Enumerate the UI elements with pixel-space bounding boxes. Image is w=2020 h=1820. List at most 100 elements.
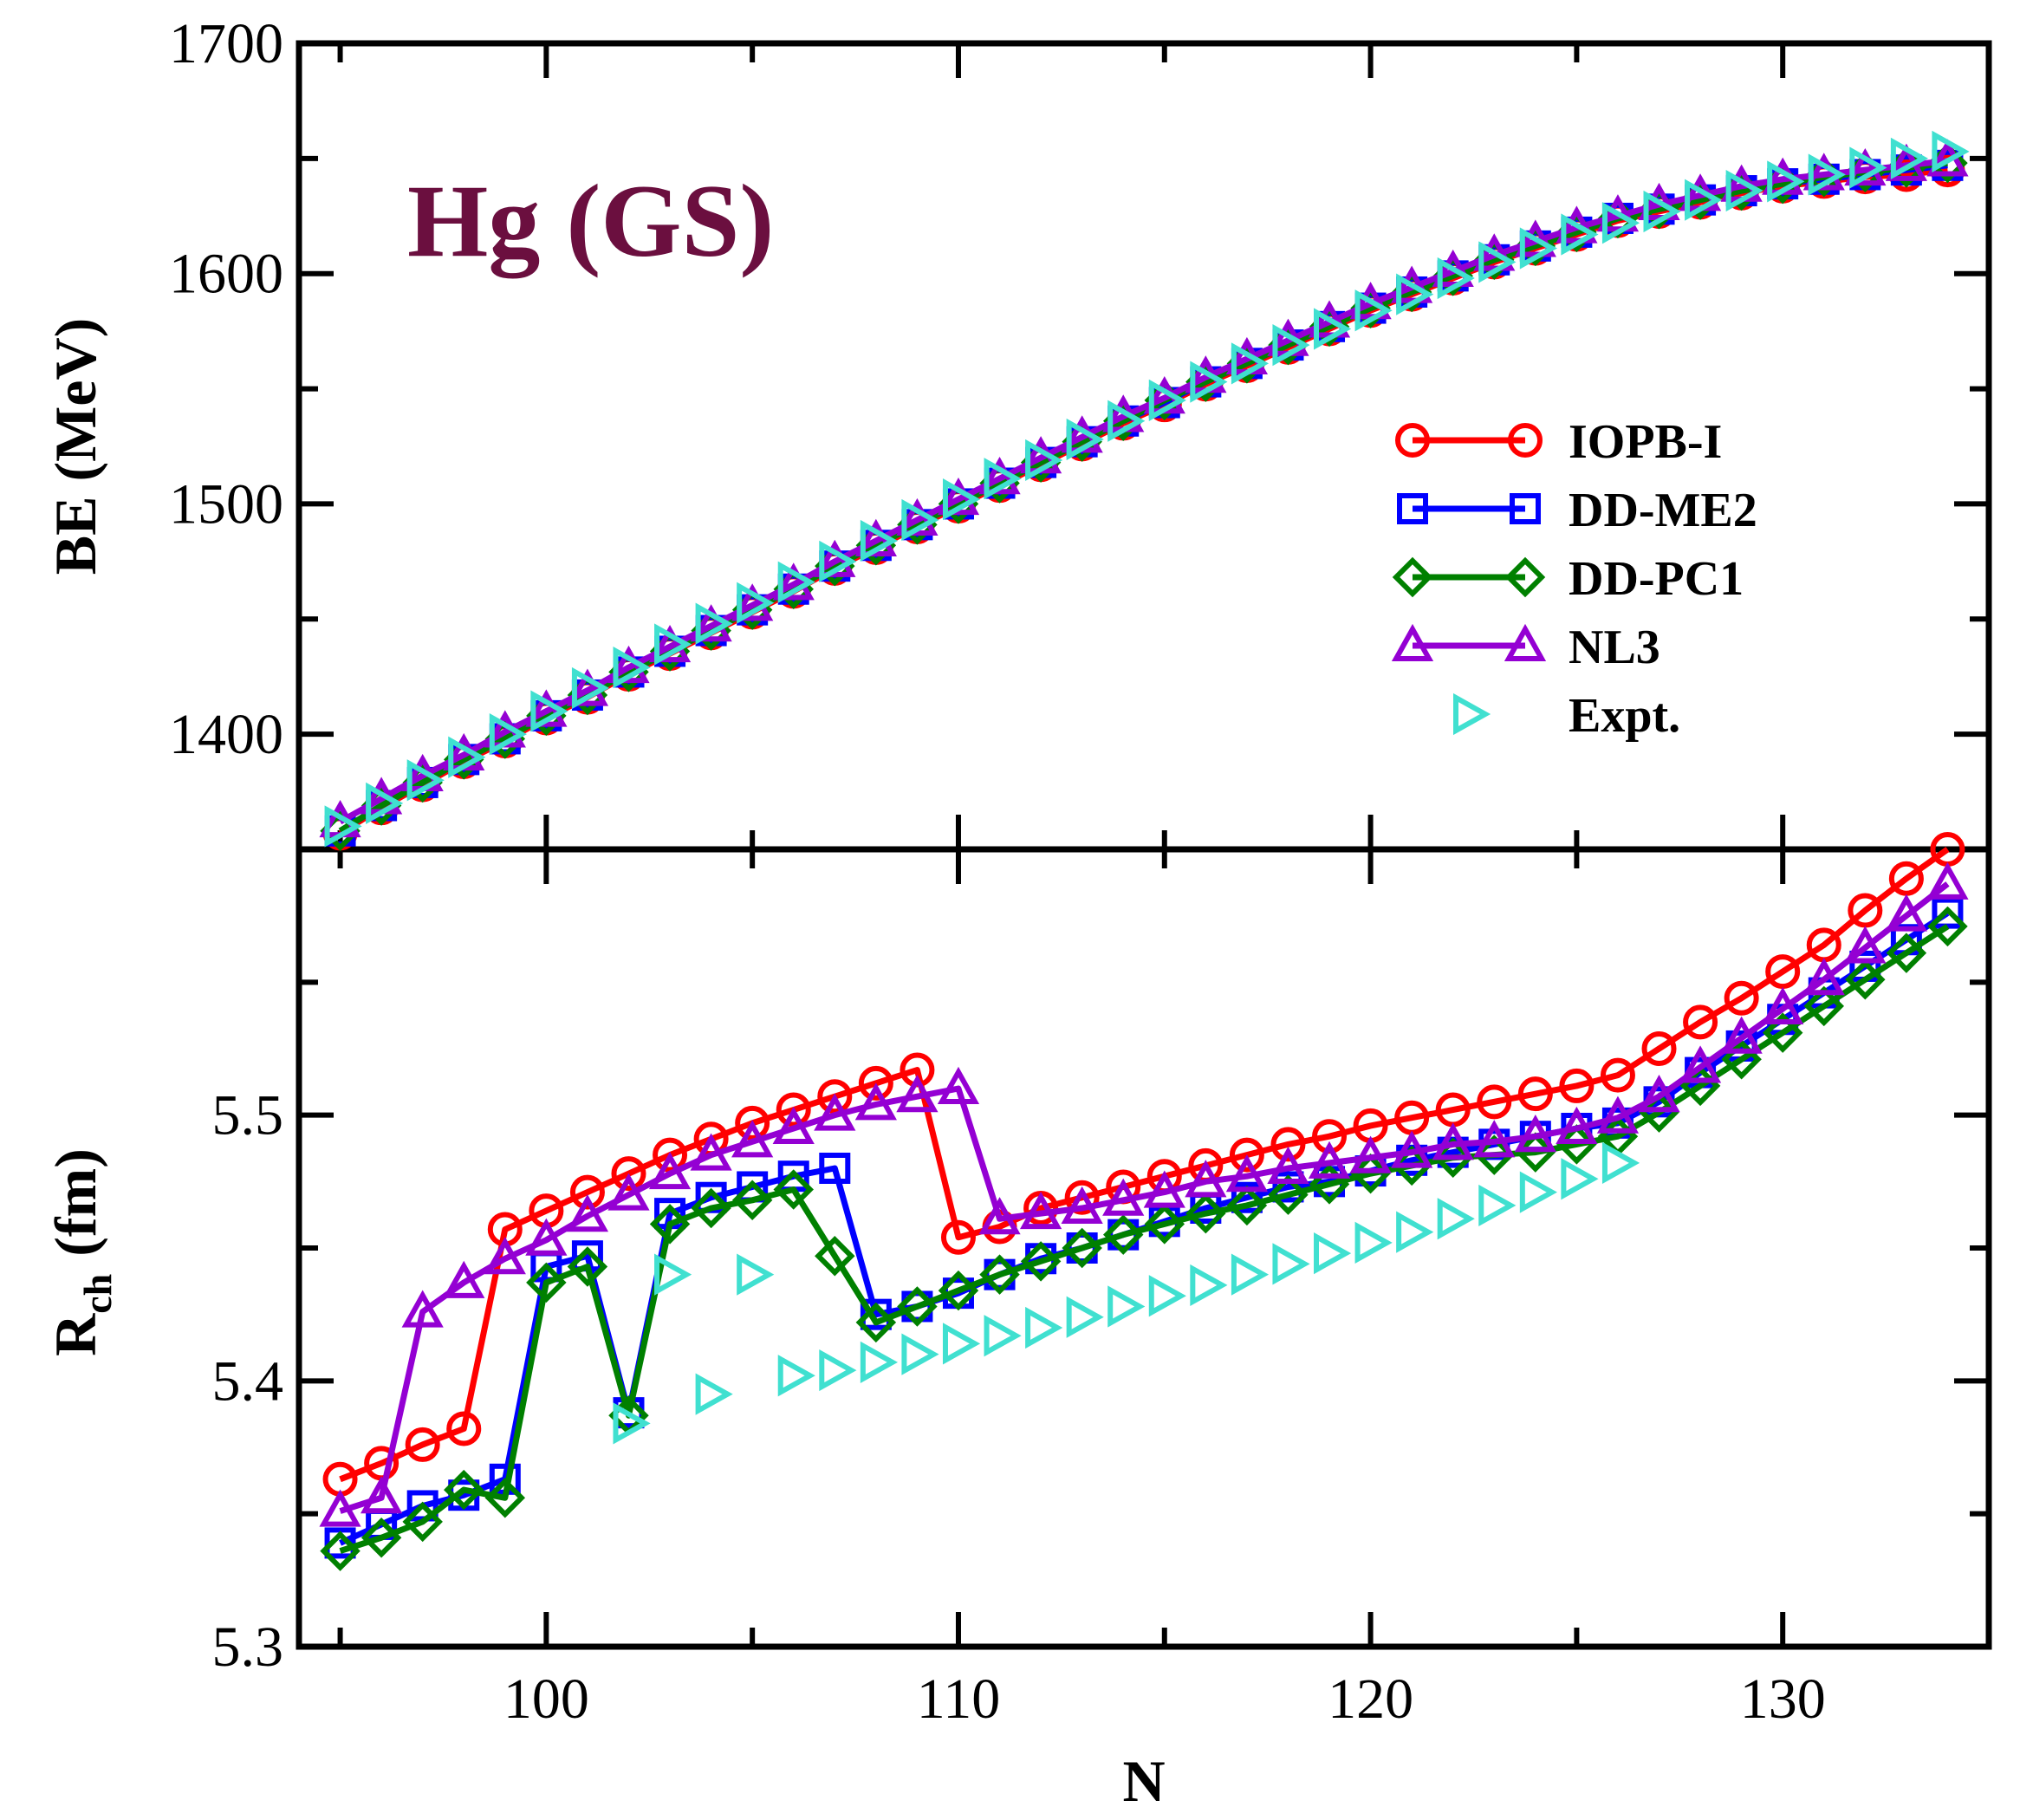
data-point-expt (1190, 361, 1228, 403)
data-point-nl3 (1885, 894, 1927, 932)
data-point-dd-me2 (1932, 897, 1964, 929)
data-point-dd-pc1 (897, 1286, 938, 1327)
data-point-dd-pc1 (1886, 933, 1927, 973)
legend-marker (1510, 493, 1541, 524)
data-point-nl3 (607, 1173, 650, 1211)
data-point-expt (942, 478, 981, 521)
data-point-dd-pc1 (1845, 959, 1886, 1000)
data-point-dd-pc1 (855, 1302, 897, 1343)
data-point-expt (1190, 1264, 1228, 1307)
data-point-dd-pc1 (1721, 1039, 1762, 1080)
x-tick-label: 100 (503, 1667, 589, 1731)
legend-label: DD-ME2 (1569, 484, 1757, 537)
data-point-expt (901, 1333, 939, 1375)
data-point-expt (1519, 227, 1557, 270)
data-point-expt (819, 1349, 857, 1392)
series-line-dd-pc1 (338, 159, 1948, 834)
data-point-nl3 (1844, 926, 1887, 964)
data-point-expt (1025, 1306, 1063, 1349)
legend-label: IOPB-I (1569, 415, 1722, 469)
data-point-expt (489, 713, 527, 756)
panel-annotation: Hg (GS) (407, 163, 774, 279)
data-point-nl3 (772, 1106, 815, 1144)
data-point-dd-pc1 (1226, 1185, 1268, 1226)
data-point-expt (1932, 130, 1970, 172)
series-line-dd-pc1 (339, 923, 1950, 1554)
data-point-dd-pc1 (649, 1204, 691, 1245)
data-point-iopb-i (817, 1079, 853, 1115)
data-point-nl3 (772, 562, 815, 601)
data-point-expt (1601, 1141, 1640, 1184)
data-point-expt (1767, 160, 1805, 203)
data-point-dd-pc1 (1144, 1204, 1185, 1245)
data-point-expt (1437, 1198, 1475, 1240)
data-point-expt (1685, 179, 1723, 221)
data-point-iopb-i (1765, 954, 1801, 990)
data-point-expt (1643, 190, 1681, 233)
data-point-dd-me2 (1231, 1181, 1263, 1213)
data-point-dd-pc1 (731, 1180, 773, 1221)
legend-entry-expt: Expt. (1453, 689, 1680, 743)
data-point-nl3 (360, 1476, 403, 1514)
data-point-dd-pc1 (1762, 1012, 1803, 1053)
x-tick-label: 110 (917, 1667, 1001, 1731)
data-point-dd-pc1 (938, 1270, 979, 1311)
legend-label: Expt. (1569, 689, 1680, 743)
legend-entry-dd-pc1: DD-PC1 (1392, 552, 1744, 606)
data-point-dd-pc1 (691, 1187, 731, 1229)
data-point-dd-pc1 (484, 1478, 526, 1518)
data-point-dd-pc1 (402, 1501, 443, 1543)
data-point-dd-pc1 (1927, 906, 1968, 947)
data-point-expt (901, 498, 939, 542)
data-point-dd-pc1 (1062, 1227, 1102, 1269)
data-point-nl3 (319, 1489, 361, 1527)
series-expt-panel-2 (613, 1141, 1640, 1445)
data-point-expt (1314, 308, 1352, 350)
data-point-nl3 (731, 1120, 774, 1158)
data-point-nl3 (814, 1093, 856, 1131)
data-point-dd-me2 (819, 1153, 851, 1184)
data-point-expt (530, 690, 568, 732)
data-point-nl3 (1514, 1115, 1556, 1153)
data-point-nl3 (1102, 1178, 1145, 1216)
data-point-expt (1354, 289, 1393, 332)
data-point-nl3 (937, 1066, 980, 1104)
data-point-expt (1519, 1171, 1557, 1213)
data-point-expt (324, 805, 362, 848)
data-point-iopb-i (1559, 1068, 1595, 1103)
data-point-iopb-i (1270, 1127, 1306, 1162)
legend-marker (1504, 623, 1547, 661)
legend-marker (1397, 493, 1428, 524)
data-point-dd-pc1 (1309, 1164, 1350, 1205)
data-point-nl3 (690, 604, 732, 642)
y-tick-label: 5.4 (212, 1349, 284, 1413)
data-point-expt (571, 666, 610, 710)
data-point-nl3 (1556, 205, 1598, 244)
data-point-expt (737, 1253, 775, 1296)
data-point-dd-me2 (324, 1527, 356, 1559)
data-point-nl3 (1762, 986, 1804, 1024)
data-point-iopb-i (405, 1427, 440, 1462)
data-point-nl3 (401, 1290, 444, 1328)
data-point-dd-pc1 (1020, 1241, 1062, 1282)
series-expt-panel-1 (324, 130, 1970, 848)
x-tick-label: 130 (1740, 1667, 1826, 1731)
data-point-expt (406, 759, 445, 802)
tick-labels: 100 110 120 130 1400 1500 1600 1700 5.3 5.4 5.5 (169, 12, 1826, 1731)
data-point-nl3 (484, 1237, 526, 1275)
data-point-expt (777, 1355, 815, 1397)
data-point-iopb-i (1888, 861, 1924, 896)
y-tick-label: 1500 (169, 472, 283, 536)
data-point-dd-pc1 (1102, 1214, 1144, 1255)
data-point-expt (1808, 153, 1846, 196)
data-point-expt (1314, 1232, 1352, 1275)
data-point-nl3 (1267, 1146, 1309, 1184)
data-point-expt (366, 782, 404, 824)
data-point-iopb-i (1477, 1084, 1512, 1120)
data-point-nl3 (443, 1260, 485, 1298)
data-point-iopb-i (1229, 1137, 1264, 1173)
data-point-iopb-i (1683, 1004, 1718, 1040)
data-point-nl3 (731, 583, 774, 621)
data-point-dd-pc1 (444, 1469, 484, 1511)
data-point-iopb-i (858, 1065, 893, 1101)
